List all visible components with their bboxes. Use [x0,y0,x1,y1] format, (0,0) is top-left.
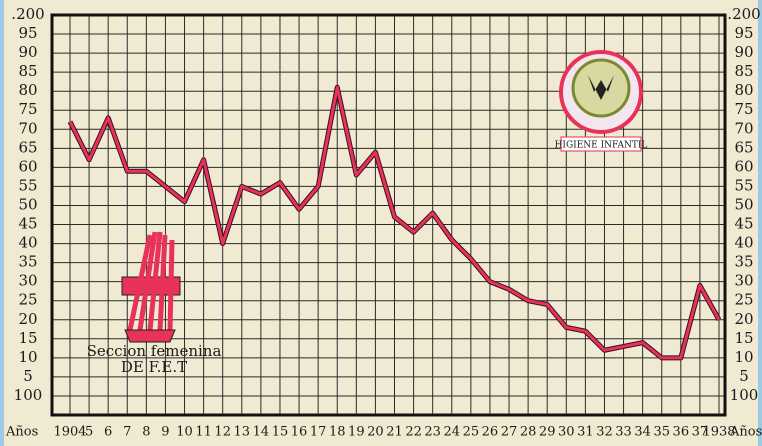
y-tick-label: 45 [18,215,37,233]
x-tick-label: 20 [367,425,384,440]
y-tick-label-right: 70 [734,119,753,137]
x-tick-label: 34 [634,425,651,440]
x-tick-label: 5 [85,425,93,440]
x-tick-label: 35 [653,425,670,440]
y-tick-label: 50 [18,195,37,213]
x-tick-label: 9 [161,425,169,440]
x-tick-label: 27 [501,425,518,440]
y-tick-label-right: 30 [734,272,753,290]
y-tick-label: 40 [18,234,37,252]
paper [4,0,758,446]
chart: Seccion femenina DE F.E.T HIGIENE INFANT… [0,0,762,446]
x-tick-label: 24 [443,425,460,440]
y-tick-label: 90 [18,43,37,61]
x-tick-label: 36 [673,425,690,440]
y-tick-label-right: 15 [734,329,753,347]
x-tick-label: 26 [482,425,499,440]
y-tick-label-right: 65 [734,138,753,156]
x-tick-label: 6 [104,425,112,440]
y-tick-label-right: 55 [734,176,753,194]
y-tick-label-right: 75 [734,100,753,118]
x-tick-label: 32 [596,425,613,440]
x-tick-label: 33 [615,425,632,440]
y-tick-label: 55 [18,176,37,194]
y-tick-label: 100 [14,386,43,404]
x-tick-label: 21 [386,425,403,440]
x-tick-label: 28 [520,425,537,440]
y-tick-label-right: 25 [734,291,753,309]
y-tick-label-right: 90 [734,43,753,61]
y-tick-label: 60 [18,157,37,175]
y-tick-label-right: 85 [734,62,753,80]
y-tick-label-right: 20 [734,310,753,328]
x-tick-label: 13 [234,425,251,440]
y-tick-label: 35 [18,253,37,271]
x-tick-label: 11 [195,425,212,440]
y-tick-label: 85 [18,62,37,80]
y-tick-label: 25 [18,291,37,309]
y-tick-label: 5 [23,367,33,385]
x-tick-label: 22 [405,425,422,440]
x-tick-label: 31 [577,425,594,440]
annotation: DE F.E.T [121,358,187,376]
y-tick-label-right: 5 [739,367,749,385]
y-tick-label: 65 [18,138,37,156]
y-tick-label-right: 100 [730,386,759,404]
x-tick-label: 8 [142,425,150,440]
x-tick-label: 1938 [702,425,735,440]
x-tick-label: 1904 [53,425,86,440]
x-tick-label: 30 [558,425,575,440]
y-tick-label-right: 35 [734,253,753,271]
x-tick-label: 25 [463,425,480,440]
y-tick-label: 15 [18,329,37,347]
x-tick-label: 15 [272,425,289,440]
y-tick-label-right: 95 [734,24,753,42]
y-tick-label: 70 [18,119,37,137]
y-tick-label: 75 [18,100,37,118]
y-tick-label-right: 80 [734,81,753,99]
x-tick-label: 23 [424,425,441,440]
y-tick-label: 20 [18,310,37,328]
x-start-label: Años [5,425,38,440]
x-tick-label: 16 [291,425,308,440]
page: {"chart_data": {"type": "line", "x_start… [0,0,762,446]
y-tick-label-right: 10 [734,348,753,366]
y-tick-label-right: 45 [734,215,753,233]
x-tick-label: 18 [329,425,346,440]
x-tick-label: 12 [214,425,231,440]
y-tick-label-right: 60 [734,157,753,175]
x-tick-label: 14 [253,425,270,440]
y-tick-label: .200 [11,5,44,23]
y-tick-label-right: 40 [734,234,753,252]
x-tick-label: 19 [348,425,365,440]
x-tick-label: 7 [123,425,131,440]
x-tick-label: 29 [539,425,556,440]
x-tick-label: 10 [176,425,193,440]
y-tick-label: 10 [18,348,37,366]
x-tick-label: 17 [310,425,327,440]
y-tick-label: 80 [18,81,37,99]
annotation: HIGIENE INFANTIL [555,141,648,151]
y-tick-label-right: .200 [727,5,760,23]
y-tick-label: 95 [18,24,37,42]
y-tick-label: 30 [18,272,37,290]
y-tick-label-right: 50 [734,195,753,213]
